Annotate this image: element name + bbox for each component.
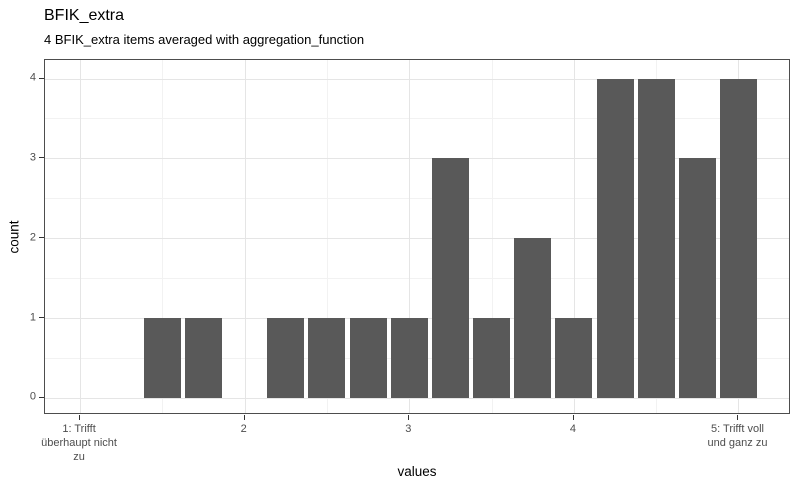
grid-major-x xyxy=(573,60,575,413)
histogram-bar xyxy=(555,318,593,398)
grid-major-x xyxy=(409,60,411,413)
y-tick-label: 3 xyxy=(29,151,36,164)
histogram-bar xyxy=(596,78,634,398)
x-tick-label: 2 xyxy=(240,423,247,435)
x-tick-label: 1: Trifft überhaupt nicht zu xyxy=(41,423,117,463)
histogram-bar xyxy=(431,158,469,398)
grid-minor-x xyxy=(491,60,493,413)
y-tick-mark xyxy=(39,237,44,239)
x-tick-mark xyxy=(737,415,739,420)
histogram-bar xyxy=(637,78,675,398)
x-tick-label: 4 xyxy=(569,423,576,435)
histogram-bar xyxy=(143,318,181,398)
chart-subtitle: 4 BFIK_extra items averaged with aggrega… xyxy=(44,32,365,47)
grid-major-x xyxy=(244,60,246,413)
histogram-bar xyxy=(267,318,305,398)
histogram-bar xyxy=(349,318,387,398)
grid-major-y xyxy=(45,78,789,80)
grid-major-y xyxy=(45,238,789,240)
plot-panel xyxy=(44,59,790,414)
histogram-bar xyxy=(514,238,552,398)
y-tick-label: 0 xyxy=(29,390,36,403)
grid-minor-y xyxy=(45,278,789,280)
chart-title: BFIK_extra xyxy=(44,7,125,24)
grid-minor-y xyxy=(45,198,789,200)
y-tick-label: 1 xyxy=(29,311,36,324)
grid-minor-x xyxy=(162,60,164,413)
grid-major-y xyxy=(45,397,789,399)
grid-major-y xyxy=(45,158,789,160)
x-tick-label: 3 xyxy=(405,423,412,435)
y-tick-mark xyxy=(39,157,44,159)
grid-major-x xyxy=(80,60,82,413)
x-axis-title: values xyxy=(397,464,437,479)
y-tick-label: 4 xyxy=(29,71,36,84)
x-tick-mark xyxy=(408,415,410,420)
grid-minor-y xyxy=(45,118,789,120)
x-tick-mark xyxy=(243,415,245,420)
histogram-bar xyxy=(308,318,346,398)
histogram-bar xyxy=(473,318,511,398)
x-tick-mark xyxy=(572,415,574,420)
y-tick-mark xyxy=(39,77,44,79)
histogram-bar xyxy=(719,78,757,398)
y-tick-label: 2 xyxy=(29,231,36,244)
histogram-bar xyxy=(678,158,716,398)
y-tick-mark xyxy=(39,317,44,319)
x-tick-label: 5: Trifft voll und ganz zu xyxy=(707,423,768,449)
histogram-bar xyxy=(184,318,223,398)
y-tick-mark xyxy=(39,396,44,398)
x-tick-mark xyxy=(79,415,81,420)
histogram-bar xyxy=(390,318,428,398)
grid-minor-x xyxy=(326,60,328,413)
